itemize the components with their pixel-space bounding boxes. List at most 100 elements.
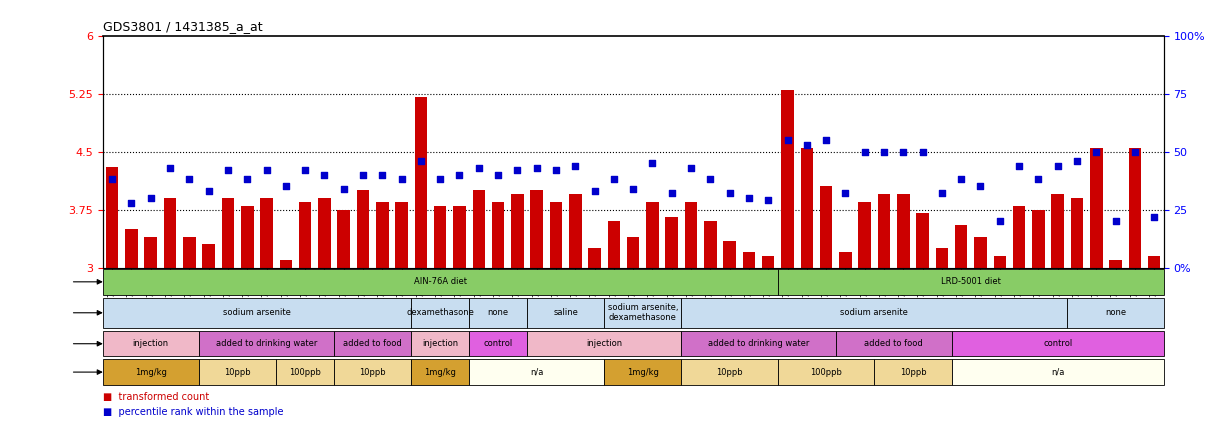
Bar [955, 225, 967, 268]
Text: injection: injection [133, 339, 169, 348]
Bar [469, 331, 527, 357]
Text: added to drinking water: added to drinking water [216, 339, 317, 348]
Point [315, 171, 334, 178]
Text: LRD-5001 diet: LRD-5001 diet [941, 278, 1001, 286]
Bar [778, 269, 1164, 294]
Bar [453, 206, 466, 268]
Text: 1mg/kg: 1mg/kg [425, 368, 456, 377]
Point [122, 199, 141, 206]
Point [508, 166, 527, 174]
Bar [1032, 210, 1044, 268]
Bar [103, 331, 199, 357]
Bar [724, 241, 736, 268]
Bar [681, 331, 836, 357]
Bar [878, 194, 890, 268]
Bar [125, 229, 137, 268]
Bar [681, 297, 1067, 328]
Bar [411, 331, 469, 357]
Point [238, 176, 257, 183]
Text: sodium arsenite,
dexamethasone: sodium arsenite, dexamethasone [608, 303, 678, 322]
Bar [531, 190, 543, 268]
Bar [974, 237, 987, 268]
Point [566, 162, 585, 169]
Bar [203, 245, 215, 268]
Point [1009, 162, 1029, 169]
Bar [1110, 260, 1122, 268]
Point [662, 190, 681, 197]
Text: control: control [1043, 339, 1072, 348]
Bar [334, 331, 411, 357]
Point [180, 176, 199, 183]
Point [681, 164, 701, 171]
Point [1067, 157, 1087, 164]
Point [373, 171, 392, 178]
Bar [778, 359, 874, 385]
Point [546, 166, 566, 174]
Point [141, 194, 160, 202]
Text: control: control [484, 339, 513, 348]
Point [720, 190, 739, 197]
Bar [801, 148, 813, 268]
Point [295, 166, 315, 174]
Bar [762, 256, 774, 268]
Bar [145, 237, 157, 268]
Bar [589, 248, 601, 268]
Point [469, 164, 488, 171]
Bar [241, 206, 253, 268]
Text: injection: injection [422, 339, 458, 348]
Point [450, 171, 469, 178]
Text: 100ppb: 100ppb [810, 368, 842, 377]
Bar [897, 194, 909, 268]
Bar [276, 359, 334, 385]
Point [643, 160, 662, 167]
Bar [1129, 148, 1141, 268]
Bar [103, 297, 411, 328]
Bar [681, 359, 778, 385]
Bar [334, 359, 411, 385]
Bar [469, 359, 604, 385]
Bar [411, 297, 469, 328]
Point [488, 171, 508, 178]
Bar [1067, 297, 1164, 328]
Point [218, 166, 238, 174]
Bar [952, 331, 1164, 357]
Point [411, 157, 431, 164]
Text: added to food: added to food [865, 339, 923, 348]
Text: 10ppb: 10ppb [224, 368, 251, 377]
Point [392, 176, 411, 183]
Text: sodium arsenite: sodium arsenite [841, 308, 908, 317]
Text: dexamethasone: dexamethasone [406, 308, 474, 317]
Point [990, 218, 1009, 225]
Text: 10ppb: 10ppb [359, 368, 386, 377]
Bar [781, 90, 794, 268]
Point [276, 183, 295, 190]
Bar [511, 194, 523, 268]
Bar [874, 359, 952, 385]
Bar [260, 198, 273, 268]
Point [334, 185, 353, 192]
Text: AIN-76A diet: AIN-76A diet [414, 278, 467, 286]
Bar [492, 202, 504, 268]
Bar [469, 297, 527, 328]
Text: sodium arsenite: sodium arsenite [223, 308, 291, 317]
Bar [415, 97, 427, 268]
Bar [376, 202, 388, 268]
Bar [743, 252, 755, 268]
Point [894, 148, 913, 155]
Text: injection: injection [586, 339, 622, 348]
Point [952, 176, 971, 183]
Point [759, 197, 778, 204]
Text: 1mg/kg: 1mg/kg [135, 368, 166, 377]
Point [797, 141, 816, 148]
Bar [569, 194, 581, 268]
Point [816, 136, 836, 143]
Bar [103, 359, 199, 385]
Point [604, 176, 624, 183]
Bar [627, 237, 639, 268]
Point [199, 187, 218, 194]
Bar [839, 252, 851, 268]
Bar [473, 190, 485, 268]
Bar [199, 359, 276, 385]
Point [971, 183, 990, 190]
Point [855, 148, 874, 155]
